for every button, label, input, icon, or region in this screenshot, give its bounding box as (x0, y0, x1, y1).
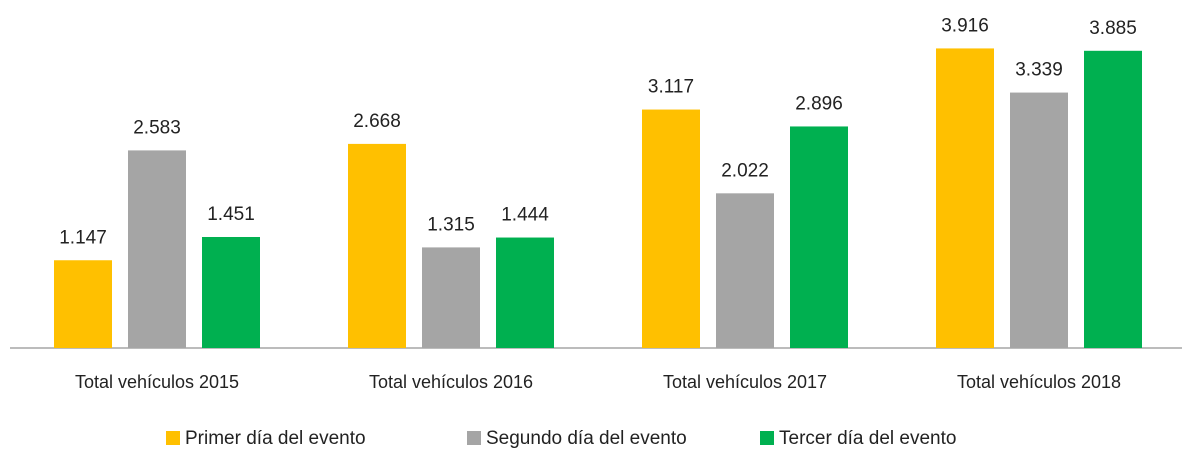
bar (642, 110, 700, 348)
data-label: 3.885 (1089, 18, 1137, 39)
data-label: 2.022 (721, 160, 769, 181)
bar (422, 247, 480, 348)
chart: Total vehículos 2015 1.147 2.583 1.451 Total… (0, 0, 1182, 450)
bar (348, 144, 406, 348)
bar (716, 193, 774, 348)
legend-label: Primer día del evento (185, 428, 366, 449)
legend-label: Tercer día del evento (779, 428, 956, 449)
bar (496, 238, 554, 348)
data-label: 1.451 (207, 204, 255, 225)
x-tick-label: Total vehículos 2017 (663, 372, 827, 392)
x-tick-label: Total vehículos 2015 (75, 372, 239, 392)
bar (1084, 51, 1142, 348)
data-label: 1.315 (427, 214, 475, 235)
data-label: 2.668 (353, 111, 401, 132)
x-tick-label: Total vehículos 2018 (957, 372, 1121, 392)
data-label: 1.444 (501, 205, 549, 226)
bar (54, 260, 112, 348)
legend-swatch (166, 431, 180, 445)
bar (936, 48, 994, 348)
data-label: 3.339 (1015, 60, 1063, 81)
bar (128, 150, 186, 348)
legend-swatch (467, 431, 481, 445)
data-label: 3.916 (941, 15, 989, 36)
legend-swatch (760, 431, 774, 445)
data-label: 1.147 (59, 227, 107, 248)
bar (1010, 93, 1068, 348)
data-label: 3.117 (648, 77, 694, 98)
data-label: 2.896 (795, 93, 843, 114)
bar (790, 126, 848, 348)
legend-label: Segundo día del evento (486, 428, 687, 449)
data-label: 2.583 (133, 117, 181, 138)
bar (202, 237, 260, 348)
x-tick-label: Total vehículos 2016 (369, 372, 533, 392)
